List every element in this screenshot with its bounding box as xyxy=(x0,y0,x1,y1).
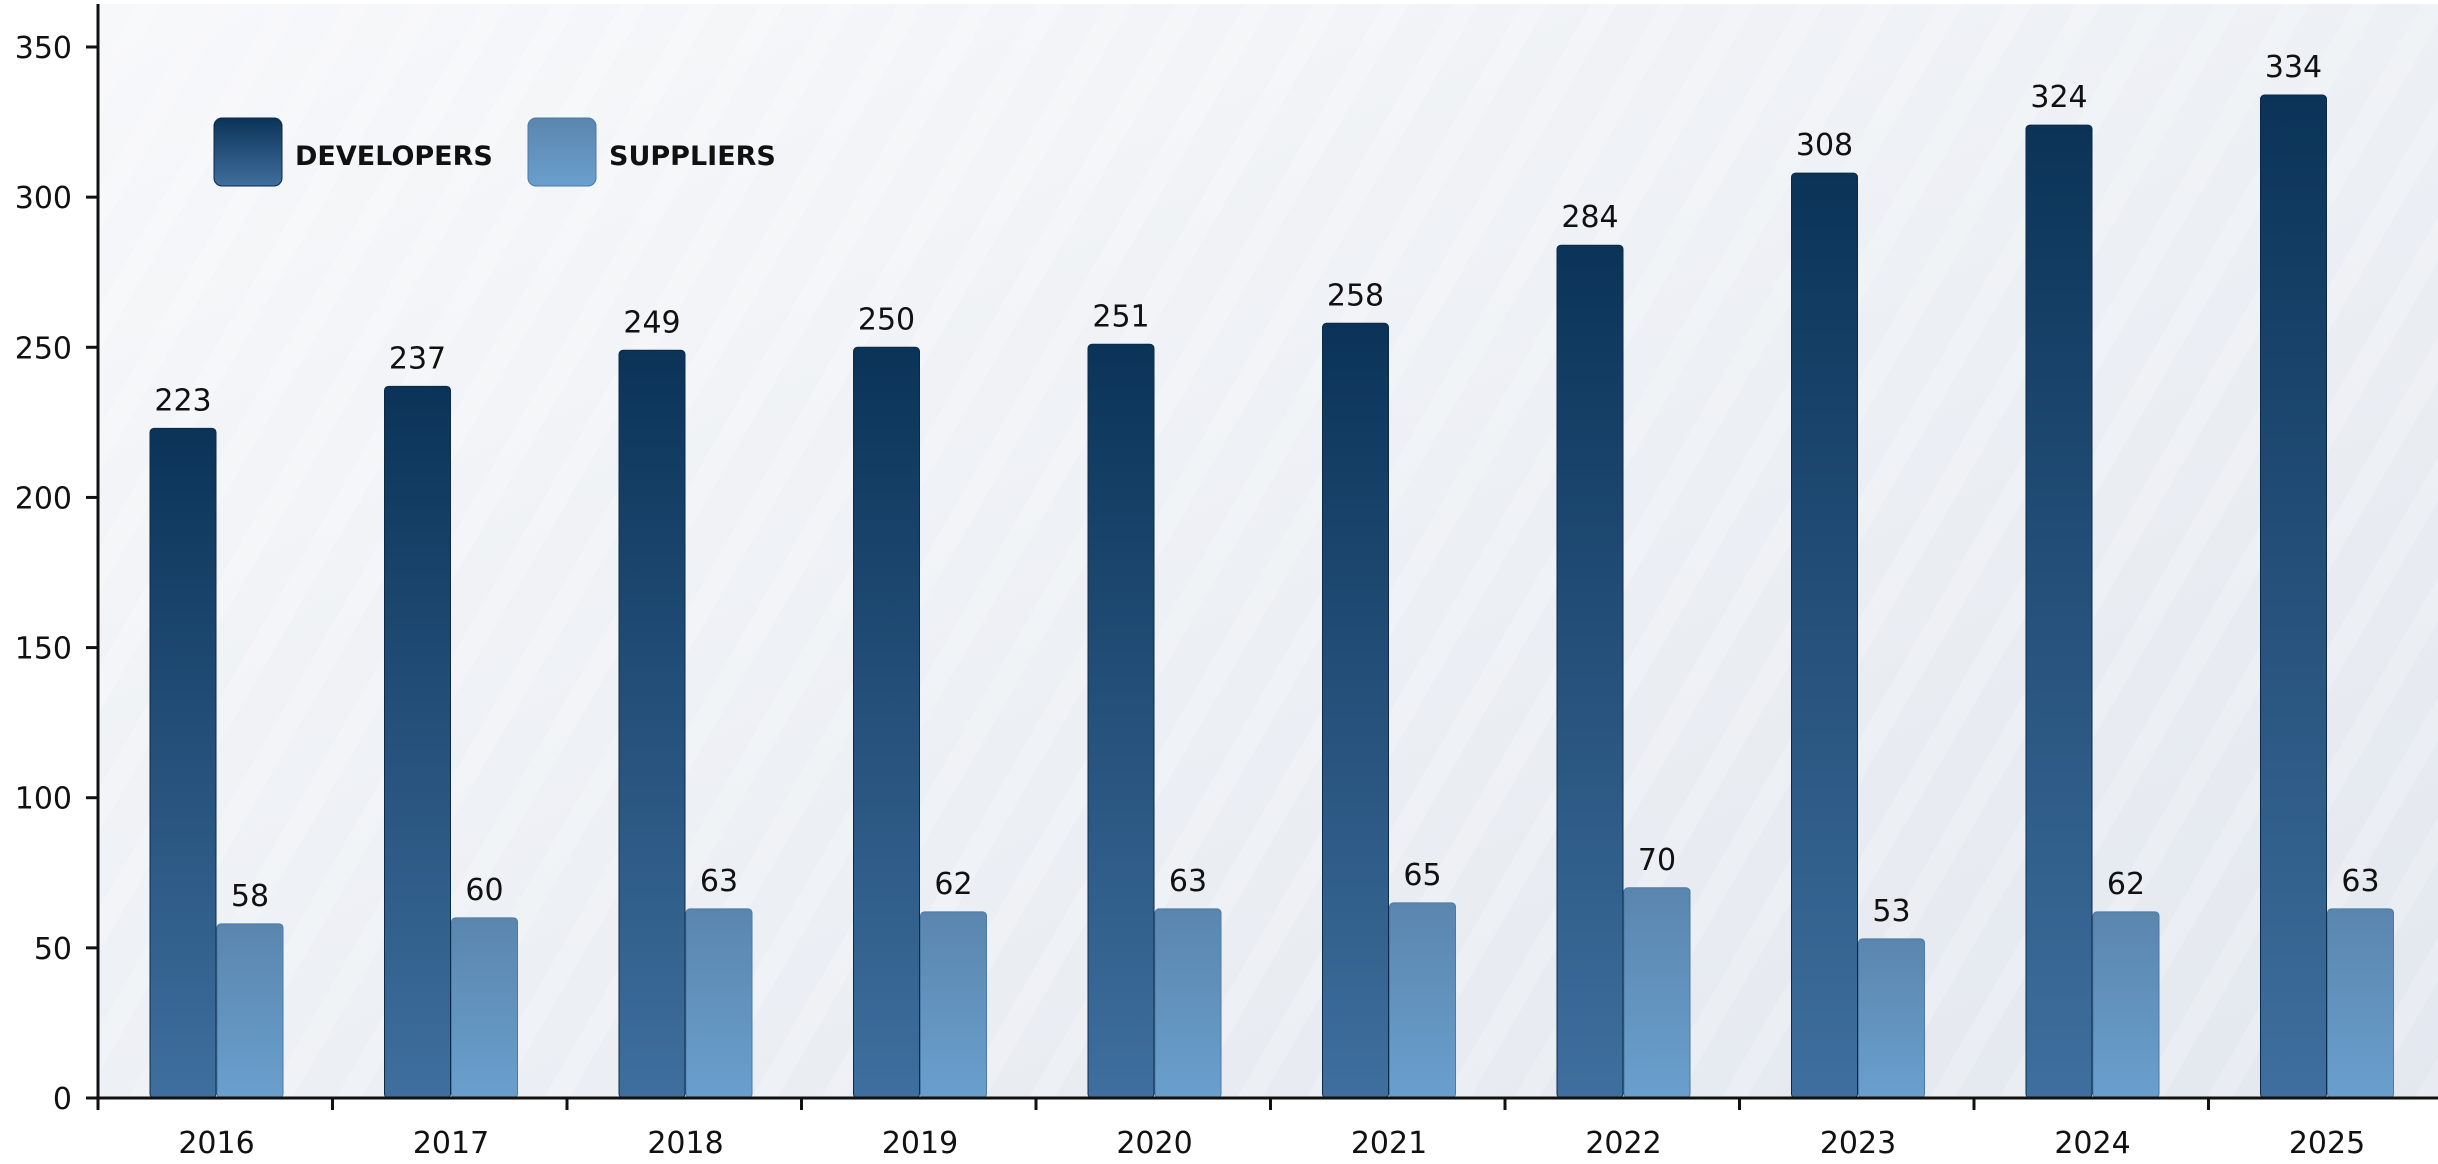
value-labels-layer: 223 58 237 60 249 63 250 62 251 63 258 65 284 70 308 53… xyxy=(154,50,2379,929)
x-tick-label: 2023 xyxy=(1820,1126,1896,1161)
y-tick-label: 50 xyxy=(34,932,72,967)
bar-developers xyxy=(1087,343,1155,1099)
bar-suppliers xyxy=(1623,887,1691,1099)
bar-developers xyxy=(1556,244,1624,1099)
value-label-developers: 249 xyxy=(623,305,680,340)
x-tick-label: 2019 xyxy=(882,1126,958,1161)
y-tick-label: 150 xyxy=(15,632,72,667)
x-tick-label: 2025 xyxy=(2289,1126,2365,1161)
bar-suppliers xyxy=(216,923,284,1099)
value-label-developers: 324 xyxy=(2030,80,2087,115)
bar-suppliers xyxy=(2327,908,2394,1099)
bar-suppliers xyxy=(1154,908,1222,1099)
legend-item-developers: DEVELOPERS xyxy=(213,117,493,187)
y-tick-label: 350 xyxy=(15,31,72,66)
x-tick-label: 2022 xyxy=(1585,1126,1661,1161)
bar-suppliers xyxy=(920,911,987,1099)
legend-swatch-developers xyxy=(213,117,283,187)
value-label-developers: 258 xyxy=(1327,278,1384,313)
value-label-developers: 237 xyxy=(389,341,446,376)
bar-developers xyxy=(618,349,686,1099)
y-axis-ticks: 0 50 100 150 200 250 300 350 xyxy=(15,31,98,1117)
bar-suppliers xyxy=(2092,911,2160,1099)
value-label-suppliers: 65 xyxy=(1403,858,1441,893)
x-tick-label: 2016 xyxy=(178,1126,254,1161)
value-label-suppliers: 53 xyxy=(1872,894,1910,929)
x-tick-label: 2018 xyxy=(647,1126,723,1161)
bar-developers xyxy=(1322,322,1389,1099)
value-label-developers: 334 xyxy=(2265,50,2322,85)
value-label-developers: 250 xyxy=(858,302,915,337)
x-tick-label: 2024 xyxy=(2054,1126,2130,1161)
x-tick-label: 2020 xyxy=(1116,1126,1192,1161)
value-label-suppliers: 60 xyxy=(465,873,503,908)
x-tick-label: 2017 xyxy=(413,1126,489,1161)
bar-developers xyxy=(149,427,217,1099)
bar-suppliers xyxy=(685,908,753,1099)
value-label-developers: 284 xyxy=(1561,200,1618,235)
legend-label-suppliers: SUPPLIERS xyxy=(609,141,776,172)
value-label-suppliers: 62 xyxy=(2107,867,2145,902)
bars-layer xyxy=(149,94,2394,1099)
y-tick-label: 250 xyxy=(15,331,72,366)
legend-label-developers: DEVELOPERS xyxy=(295,141,493,172)
x-tick-label: 2021 xyxy=(1351,1126,1427,1161)
value-label-developers: 308 xyxy=(1796,128,1853,163)
bar-developers xyxy=(2025,124,2093,1099)
legend: DEVELOPERS SUPPLIERS xyxy=(213,117,776,187)
value-label-suppliers: 63 xyxy=(2341,864,2379,899)
value-label-suppliers: 70 xyxy=(1638,843,1676,878)
y-tick-label: 200 xyxy=(15,481,72,516)
y-tick-label: 0 xyxy=(53,1082,72,1117)
bar-developers xyxy=(384,385,451,1099)
bar-developers xyxy=(1791,172,1858,1099)
bar-suppliers xyxy=(1389,902,1456,1099)
value-label-suppliers: 63 xyxy=(700,864,738,899)
value-label-suppliers: 62 xyxy=(934,867,972,902)
legend-swatch-suppliers xyxy=(527,117,597,187)
y-tick-label: 100 xyxy=(15,782,72,817)
value-label-developers: 223 xyxy=(154,383,211,418)
value-label-developers: 251 xyxy=(1092,299,1149,334)
bar-developers xyxy=(853,346,920,1099)
y-tick-label: 300 xyxy=(15,181,72,216)
legend-item-suppliers: SUPPLIERS xyxy=(527,117,776,187)
bar-suppliers xyxy=(1858,938,1925,1099)
value-label-suppliers: 58 xyxy=(231,879,269,914)
x-axis-ticks: 2016 2017 2018 2019 2020 2021 2022 2023 2024 2025 xyxy=(96,1098,2365,1161)
bar-suppliers xyxy=(451,917,518,1099)
value-label-suppliers: 63 xyxy=(1169,864,1207,899)
bar-developers xyxy=(2260,94,2327,1099)
